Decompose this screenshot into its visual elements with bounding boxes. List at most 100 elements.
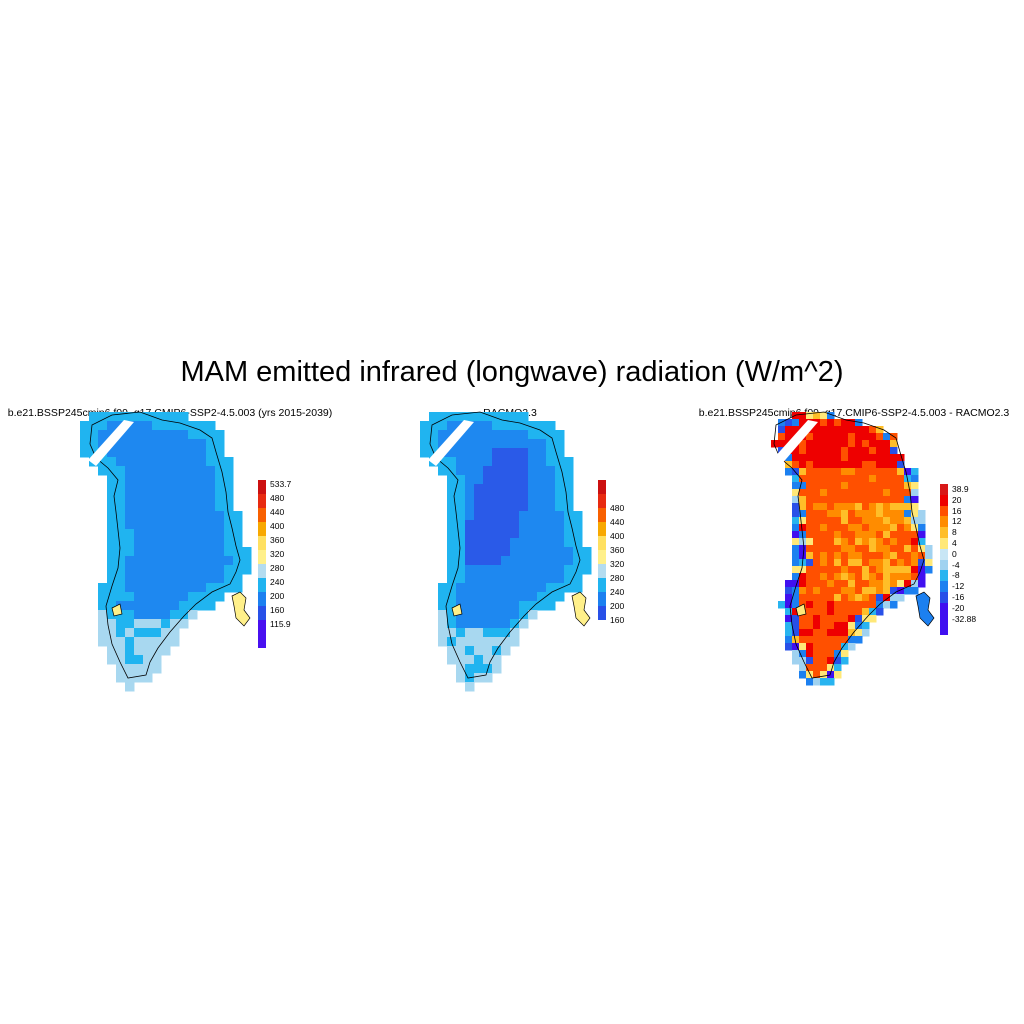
grid-cell — [827, 615, 835, 623]
grid-cell — [841, 447, 849, 455]
grid-cell — [546, 601, 556, 611]
grid-cell — [134, 448, 144, 458]
grid-cell — [806, 657, 814, 665]
grid-cell — [792, 461, 800, 469]
grid-cell — [143, 484, 153, 494]
grid-cell — [862, 594, 870, 602]
grid-cell — [813, 594, 821, 602]
grid-cell — [465, 538, 475, 548]
grid-cell — [456, 529, 466, 539]
grid-cell — [179, 592, 189, 602]
grid-cell — [161, 619, 171, 629]
grid-cell — [555, 547, 565, 557]
grid-cell — [555, 529, 565, 539]
grid-cell — [474, 520, 484, 530]
grid-cell — [161, 502, 171, 512]
grid-cell — [855, 545, 863, 553]
grid-cell — [116, 610, 126, 620]
grid-cell — [820, 447, 828, 455]
grid-cell — [483, 502, 493, 512]
grid-cell — [483, 421, 493, 431]
grid-cell — [876, 608, 884, 616]
grid-cell — [161, 646, 171, 656]
grid-cell — [555, 484, 565, 494]
grid-cell — [848, 461, 856, 469]
grid-cell — [233, 520, 243, 530]
grid-cell — [806, 566, 814, 574]
grid-cell — [855, 573, 863, 581]
greenland-map-difference — [771, 411, 935, 686]
grid-cell — [862, 622, 870, 630]
grid-cell — [197, 601, 207, 611]
grid-cell — [188, 502, 198, 512]
grid-cell — [799, 482, 807, 490]
grid-cell — [813, 482, 821, 490]
grid-cell — [827, 545, 835, 553]
grid-cell — [134, 457, 144, 467]
grid-cell — [197, 502, 207, 512]
grid-cell — [855, 482, 863, 490]
grid-cell — [813, 622, 821, 630]
grid-cell — [143, 673, 153, 683]
grid-cell — [197, 592, 207, 602]
grid-cell — [161, 556, 171, 566]
grid-cell — [869, 510, 877, 518]
grid-cell — [855, 433, 863, 441]
grid-cell — [792, 510, 800, 518]
grid-cell — [799, 657, 807, 665]
grid-cell — [848, 629, 856, 637]
grid-cell — [799, 643, 807, 651]
grid-cell — [116, 646, 126, 656]
grid-cell — [134, 637, 144, 647]
grid-cell — [215, 520, 225, 530]
grid-cell — [555, 592, 565, 602]
grid-cell — [555, 511, 565, 521]
grid-cell — [125, 511, 135, 521]
grid-cell — [170, 421, 180, 431]
grid-cell — [841, 510, 849, 518]
data-grid — [420, 412, 592, 692]
grid-cell — [876, 587, 884, 595]
grid-cell — [438, 466, 448, 476]
grid-cell — [799, 468, 807, 476]
grid-cell — [483, 601, 493, 611]
grid-cell — [188, 421, 198, 431]
grid-cell — [841, 454, 849, 462]
grid-cell — [483, 583, 493, 593]
grid-cell — [841, 489, 849, 497]
grid-cell — [897, 517, 905, 525]
grid-cell — [883, 601, 891, 609]
grid-cell — [890, 552, 898, 560]
grid-cell — [456, 448, 466, 458]
colorbar-swatch — [940, 570, 948, 582]
grid-cell — [161, 484, 171, 494]
grid-cell — [555, 502, 565, 512]
grid-cell — [456, 556, 466, 566]
grid-cell — [855, 594, 863, 602]
colorbar-label: 360 — [270, 535, 285, 545]
grid-cell — [546, 475, 556, 485]
colorbar-label: 240 — [610, 587, 625, 597]
grid-cell — [827, 426, 835, 434]
grid-cell — [447, 493, 457, 503]
grid-cell — [855, 587, 863, 595]
grid-cell — [785, 643, 793, 651]
grid-cell — [116, 538, 126, 548]
grid-cell — [134, 619, 144, 629]
grid-cell — [890, 468, 898, 476]
grid-cell — [179, 520, 189, 530]
grid-cell — [792, 419, 800, 427]
grid-cell — [474, 547, 484, 557]
grid-cell — [483, 655, 493, 665]
grid-cell — [911, 552, 919, 560]
grid-cell — [492, 574, 502, 584]
grid-cell — [848, 587, 856, 595]
colorbar-swatch — [258, 522, 266, 536]
grid-cell — [179, 538, 189, 548]
grid-cell — [841, 608, 849, 616]
grid-cell — [215, 457, 225, 467]
grid-cell — [799, 587, 807, 595]
sea-gap — [428, 420, 474, 466]
sea-gap — [772, 420, 818, 466]
colorbar-label: 400 — [270, 521, 285, 531]
